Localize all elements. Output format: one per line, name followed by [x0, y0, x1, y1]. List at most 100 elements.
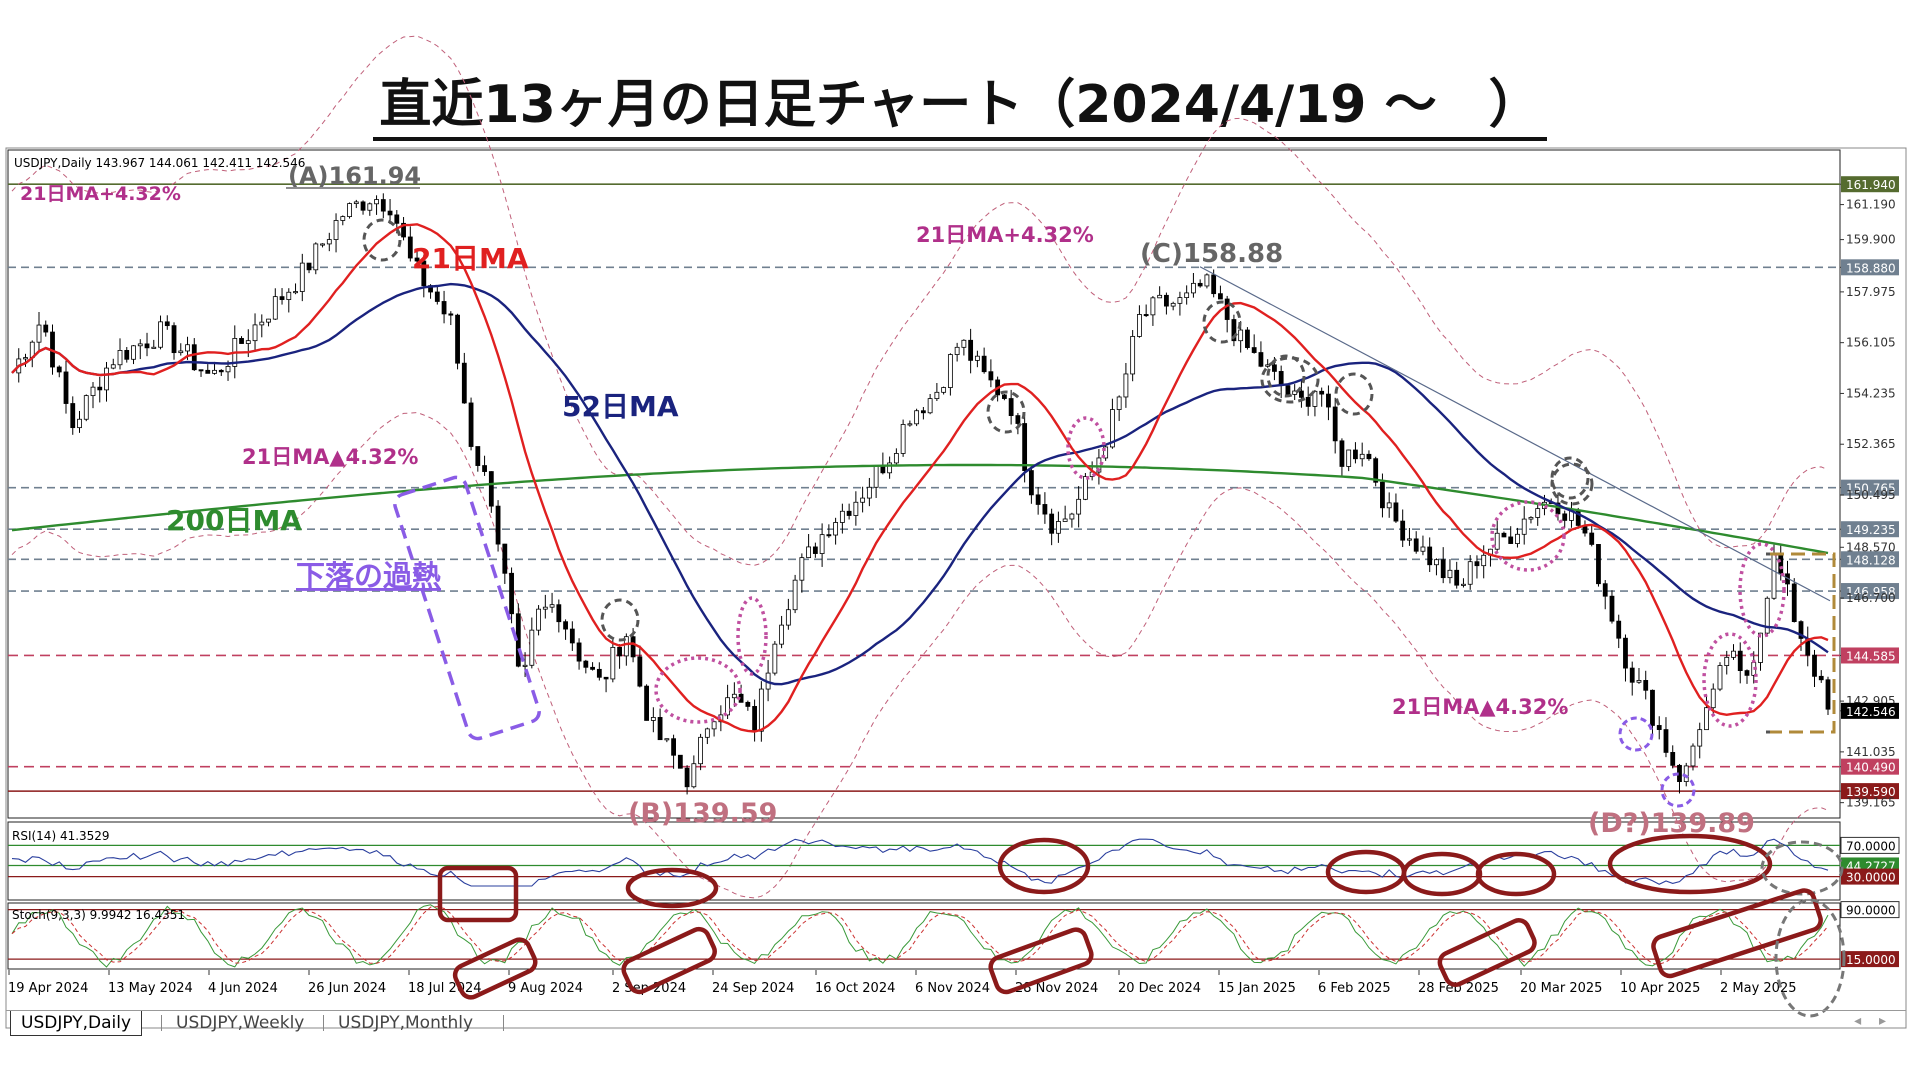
- candle-body: [1791, 583, 1797, 623]
- pink-dotted-oval: [1738, 542, 1786, 638]
- candle-body: [873, 465, 879, 488]
- candle-body: [1515, 533, 1520, 544]
- candle-body: [1609, 595, 1615, 622]
- y-label-box: [1841, 583, 1899, 600]
- candle-body: [43, 324, 49, 333]
- candle-body: [671, 738, 676, 756]
- candle-body: [1602, 583, 1608, 597]
- candle-body: [819, 534, 825, 554]
- label-band-upper-2: 21日MA+4.32%: [916, 223, 1094, 247]
- tab-usdjpy-daily[interactable]: USDJPY,Daily: [10, 1011, 143, 1036]
- candle-body: [1218, 293, 1223, 300]
- candle-body: [988, 371, 994, 381]
- candle-body: [1312, 390, 1318, 407]
- candle-body: [124, 350, 130, 360]
- candle-body: [947, 354, 953, 388]
- candle-body: [549, 604, 555, 608]
- candle-body: [387, 210, 393, 216]
- candle-body: [1164, 294, 1169, 307]
- candle-body: [779, 624, 785, 645]
- candle-body: [1197, 282, 1203, 287]
- candle-body: [1467, 561, 1473, 585]
- chart-header: USDJPY,Daily 143.967 144.061 142.411 142…: [14, 156, 305, 170]
- candle-body: [968, 339, 974, 361]
- candle-body: [1143, 314, 1149, 317]
- candle-body: [1231, 319, 1237, 342]
- candle-body: [1501, 532, 1507, 538]
- candle-body: [1319, 390, 1325, 395]
- gold-bracket-end: [1766, 552, 1770, 734]
- candle-body: [36, 324, 42, 343]
- tab-usdjpy-monthly[interactable]: USDJPY,Monthly: [338, 1013, 474, 1033]
- gray-dashed-circle: [600, 598, 640, 642]
- candle-body: [475, 446, 481, 466]
- stoch-d-line: [11, 906, 1829, 965]
- label-band-upper-1: 21日MA+4.32%: [20, 183, 181, 205]
- candle-body: [1481, 554, 1487, 567]
- candle-body: [1474, 561, 1480, 567]
- candle-body: [691, 763, 697, 788]
- candle-body: [286, 291, 292, 300]
- candle-body: [1096, 457, 1102, 473]
- candle-body: [569, 628, 575, 644]
- candle-body: [90, 386, 96, 397]
- candle-body: [1670, 752, 1676, 766]
- candle-body: [1211, 274, 1217, 295]
- candle-body: [880, 465, 886, 474]
- candle-body: [279, 296, 285, 300]
- candle-body: [630, 636, 636, 658]
- candle-body: [664, 738, 670, 741]
- candle-body: [421, 260, 427, 286]
- rsi-label-box: [1841, 868, 1899, 885]
- main-panel: [7, 149, 1841, 819]
- candle-body: [374, 199, 379, 205]
- candle-body: [1596, 544, 1601, 585]
- annotation-a-high: (A)161.94: [288, 162, 421, 190]
- candle-body: [104, 367, 109, 391]
- candle-body: [1251, 347, 1257, 353]
- candle-body: [927, 398, 933, 414]
- candle-body: [637, 656, 643, 687]
- candle-body: [239, 338, 244, 344]
- candle-body: [1224, 298, 1230, 320]
- label-ma200: 200日MA: [166, 504, 302, 537]
- candle-body: [1454, 569, 1460, 586]
- rsi-highlight-oval: [1607, 833, 1773, 895]
- tab-scroll-arrows[interactable]: ◂ ▸: [1854, 1013, 1886, 1029]
- x-tick-label: 16 Oct 2024: [815, 981, 895, 996]
- y-tick-label: 148.128: [1846, 553, 1896, 567]
- stoch-highlight-box: [621, 926, 717, 995]
- candle-body: [758, 688, 764, 732]
- rsi-level-label: 70.0000: [1846, 839, 1896, 853]
- candle-body: [1110, 409, 1115, 448]
- candle-body: [799, 557, 805, 581]
- candle-body: [266, 318, 271, 323]
- trend-line: [1199, 266, 1831, 602]
- stoch-highlight-box: [1437, 918, 1537, 988]
- x-tick-label: 6 Nov 2024: [915, 981, 990, 996]
- candle-body: [1461, 583, 1466, 586]
- candle-body: [455, 314, 460, 364]
- candle-body: [1717, 665, 1723, 690]
- x-tick-label: 20 Mar 2025: [1520, 981, 1602, 996]
- candle-body: [1744, 670, 1750, 676]
- candle-body: [272, 296, 278, 320]
- ma52-line: [11, 282, 1829, 686]
- candle-body: [360, 201, 366, 211]
- x-tick-label: 19 Apr 2024: [8, 981, 88, 996]
- candle-body: [846, 510, 852, 516]
- candle-body: [1116, 396, 1122, 410]
- candle-body: [887, 462, 893, 474]
- candle-body: [77, 418, 82, 429]
- purple-dashed-circle: [1618, 716, 1654, 752]
- candle-body: [542, 606, 548, 610]
- y-tick-label: 142.546: [1846, 705, 1896, 719]
- tab-usdjpy-weekly[interactable]: USDJPY,Weekly: [176, 1013, 305, 1033]
- band-upper-line: [11, 35, 1829, 566]
- candle-body: [1332, 406, 1338, 442]
- candle-body: [259, 321, 265, 326]
- candle-body: [1758, 632, 1763, 663]
- candle-body: [212, 369, 217, 374]
- candle-body: [178, 350, 184, 354]
- y-tick-label: 158.880: [1846, 261, 1896, 275]
